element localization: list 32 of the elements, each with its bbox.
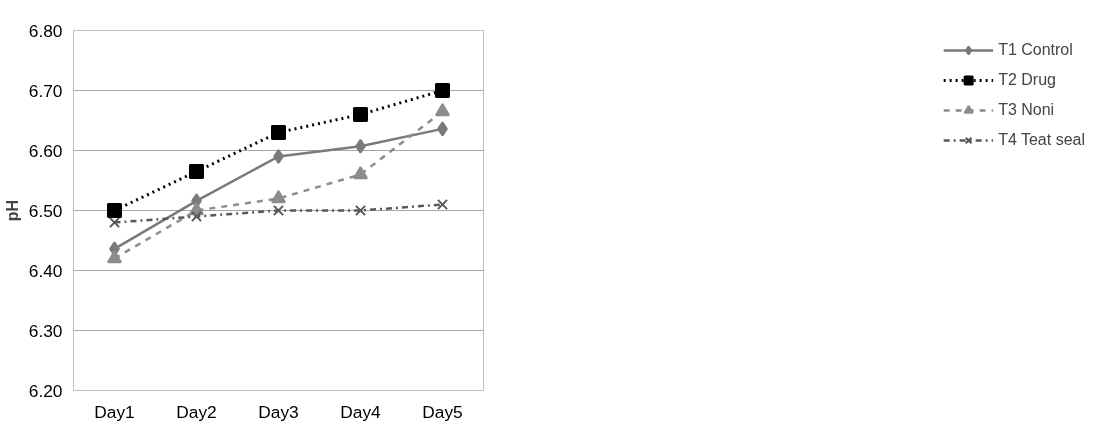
point	[354, 204, 367, 217]
point	[107, 203, 122, 218]
y-tick-label: 6.20	[28, 380, 63, 401]
y-tick-label: 6.60	[28, 140, 63, 161]
x-tick-label: Day3	[258, 401, 299, 422]
point	[190, 210, 203, 223]
point	[435, 102, 450, 117]
point	[353, 107, 368, 122]
legend-label: T2 Drug	[998, 71, 1056, 89]
y-axis-title: pH	[3, 199, 21, 222]
point	[108, 216, 121, 229]
point	[189, 164, 204, 179]
point	[436, 198, 449, 211]
y-tick-label: 6.30	[28, 320, 63, 341]
point	[353, 165, 368, 180]
legend-label: T1 Control	[998, 41, 1073, 59]
y-tick-label: 6.80	[28, 20, 63, 41]
point	[435, 83, 450, 98]
legend-label: T4 Teat seal	[998, 131, 1085, 149]
point	[271, 125, 286, 140]
point	[107, 249, 122, 264]
y-tick-label: 6.50	[28, 200, 63, 221]
x-tick-label: Day5	[422, 401, 463, 422]
y-tick-label: 6.40	[28, 260, 63, 281]
point	[272, 204, 285, 217]
point	[273, 149, 284, 164]
y-tick-label: 6.70	[28, 80, 63, 101]
point	[271, 189, 286, 204]
x-tick-label: Day1	[94, 401, 135, 422]
legend-label: T3 Noni	[998, 101, 1055, 119]
x-tick-label: Day4	[340, 401, 382, 422]
x-tick-label: Day2	[176, 401, 217, 422]
